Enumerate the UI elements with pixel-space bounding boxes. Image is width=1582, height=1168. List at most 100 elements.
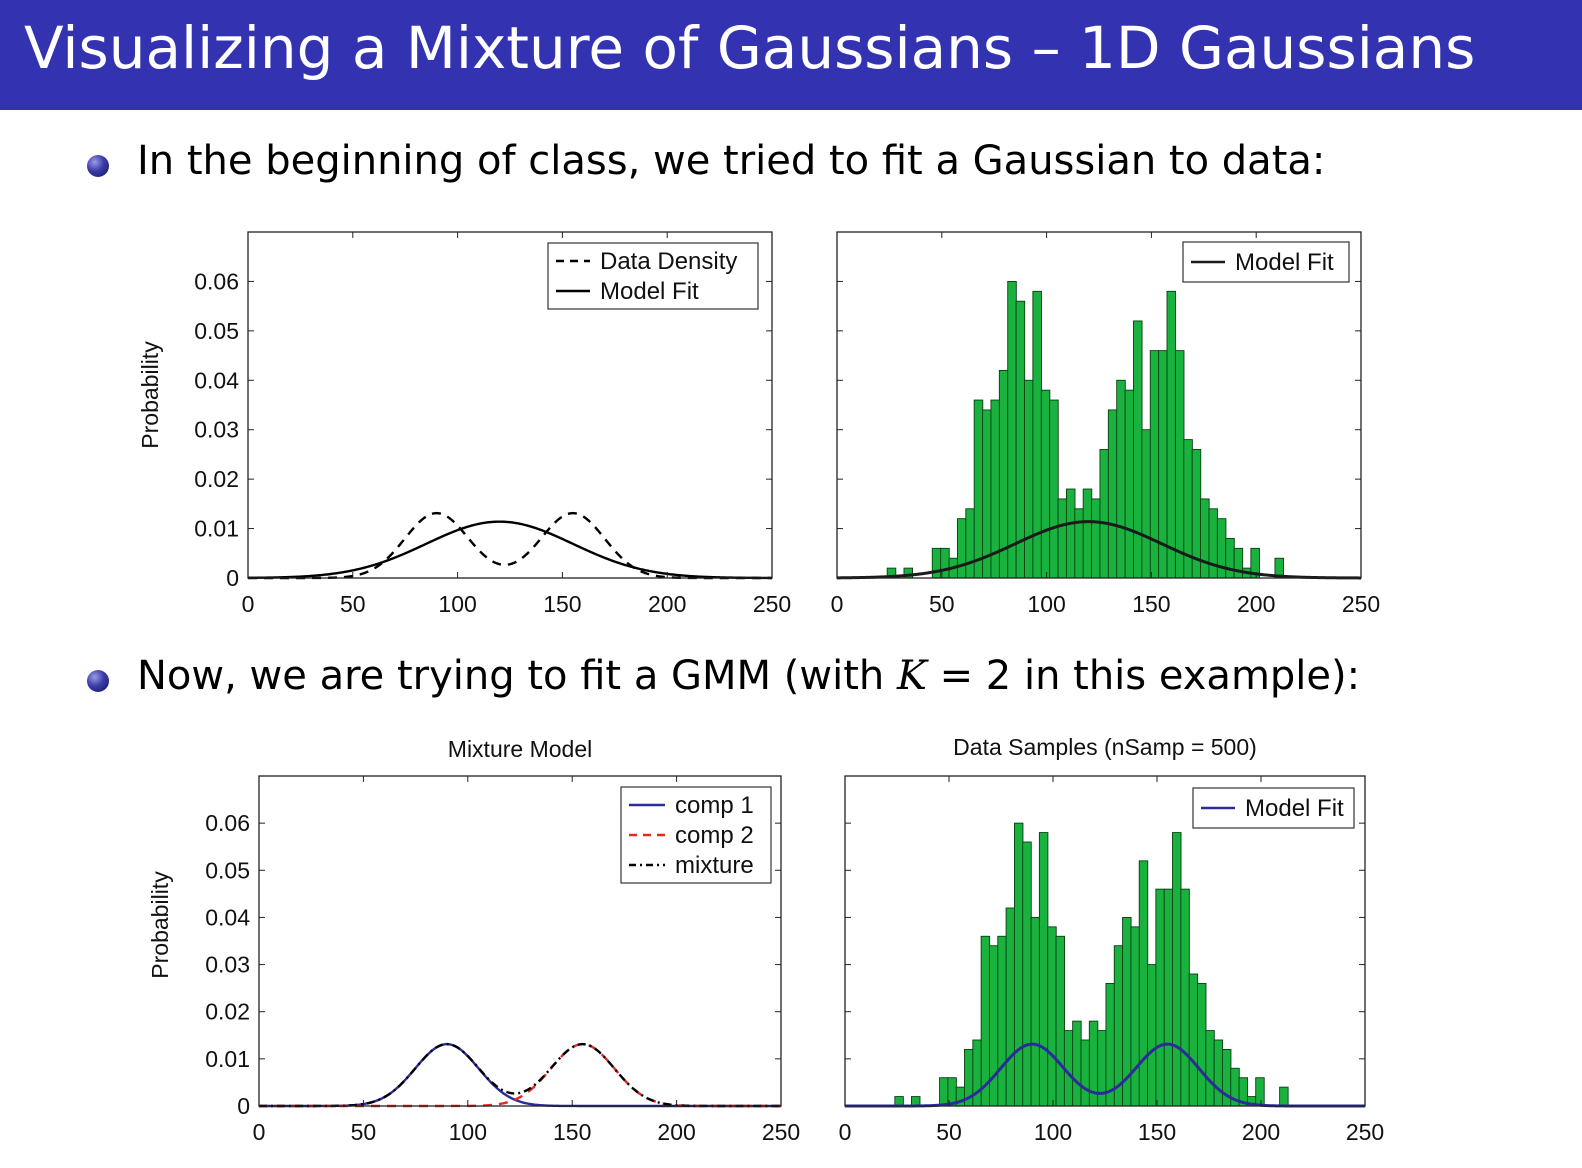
histogram-bar <box>1124 389 1135 579</box>
plot-frame <box>247 231 773 579</box>
histogram-bar <box>1141 429 1151 579</box>
legend-label: comp 2 <box>675 822 754 849</box>
chart-panel-2: 0 50 100 150 200 250 Model Fit <box>831 231 1380 617</box>
histogram-bar <box>1225 538 1235 579</box>
chart-panel-1: 0 50 100 150 200 250 0 0.01 0.02 0.03 0.04 0.05 0.06… <box>137 231 791 617</box>
histogram-bar <box>1155 888 1165 1107</box>
histogram-bar <box>1013 822 1024 1107</box>
chart-title: Data Samples (nSamp = 500) <box>953 734 1257 760</box>
histogram-bar <box>1166 290 1177 579</box>
histogram-bar <box>1074 508 1084 579</box>
plot-frame <box>836 231 1362 579</box>
legend-label: Model Fit <box>600 278 699 305</box>
bullet-icon <box>87 670 109 692</box>
histogram-bar <box>1055 935 1065 1107</box>
histogram-bar <box>1040 389 1051 579</box>
y-tick-label: 0.04 <box>205 904 250 930</box>
bullet-icon <box>87 155 109 177</box>
y-tick-label: 0.05 <box>205 857 250 883</box>
x-tick-label: 0 <box>253 1119 266 1145</box>
histogram-bar <box>1047 926 1057 1107</box>
histogram-bar <box>1149 350 1160 579</box>
histogram-bar <box>1015 300 1026 579</box>
histogram-bar <box>931 547 942 579</box>
y-tick-label: 0.04 <box>194 367 239 393</box>
x-tick-label: 0 <box>839 1119 852 1145</box>
x-tick-label: 50 <box>929 591 955 617</box>
legend-label: mixture <box>675 852 754 879</box>
histogram-bar <box>1147 964 1157 1107</box>
histogram-bar <box>973 399 984 579</box>
histogram-bar <box>1133 320 1143 579</box>
chart-panel-4: Data Samples (nSamp = 500) 0 50 100 150 200 25… <box>839 734 1385 1145</box>
legend-label: Data Density <box>600 248 737 275</box>
y-tick-label: 0.05 <box>194 318 239 344</box>
histogram-bar <box>1049 399 1059 579</box>
histogram-bar <box>1130 926 1140 1107</box>
chart-title: Mixture Model <box>448 736 592 762</box>
slide-title-bar: Visualizing a Mixture of Gaussians – 1D … <box>0 0 1582 110</box>
bullet-text-2-suffix: = 2 in this example): <box>926 653 1361 699</box>
legend-label: Model Fit <box>1235 249 1334 276</box>
x-tick-label: 50 <box>351 1119 377 1145</box>
x-tick-label: 150 <box>1138 1119 1176 1145</box>
x-tick-label: 50 <box>340 591 366 617</box>
y-tick-label: 0 <box>237 1093 250 1119</box>
histogram-bar <box>1099 449 1109 579</box>
y-tick-label: 0.06 <box>205 810 250 836</box>
y-axis-label: Probability <box>137 341 163 449</box>
histogram-bar <box>1138 860 1149 1107</box>
y-tick-label: 0.02 <box>194 466 239 492</box>
histogram-bar <box>1072 1020 1082 1107</box>
y-tick-label: 0.01 <box>205 1046 250 1072</box>
x-tick-label: 50 <box>936 1119 962 1145</box>
chart-panel-3: Mixture Model 0 50 100 150 200 250 0 0.01 0.02 0.0… <box>147 736 800 1145</box>
x-tick-label: 100 <box>1027 591 1065 617</box>
legend-box <box>547 242 759 310</box>
histogram-bar <box>1007 280 1017 579</box>
y-tick-label: 0.06 <box>194 268 239 294</box>
histogram-bar <box>1105 982 1115 1107</box>
histogram-bar <box>1057 498 1068 579</box>
x-tick-label: 100 <box>1034 1119 1072 1145</box>
y-tick-label: 0.03 <box>194 417 239 443</box>
x-tick-label: 250 <box>1346 1119 1384 1145</box>
histogram-bar <box>997 935 1007 1107</box>
histogram-bar <box>1188 973 1199 1107</box>
x-tick-label: 200 <box>1242 1119 1280 1145</box>
plot-frame <box>844 775 1366 1107</box>
x-tick-label: 200 <box>1237 591 1275 617</box>
bullet-text-2: Now, we are trying to fit a GMM (with K … <box>137 653 1360 699</box>
x-tick-label: 0 <box>831 591 844 617</box>
histogram-bar <box>1197 982 1207 1107</box>
x-tick-label: 200 <box>657 1119 695 1145</box>
bullet-text-2-prefix: Now, we are trying to fit a GMM (with <box>137 653 897 699</box>
legend-box <box>1182 241 1350 283</box>
histogram-bar <box>1024 379 1034 579</box>
histogram-bar <box>1005 907 1016 1107</box>
bullet-text-2-variable: K <box>896 653 927 699</box>
x-tick-label: 250 <box>753 591 791 617</box>
legend-label: Model Fit <box>1245 795 1344 822</box>
histogram-bar <box>1174 350 1185 579</box>
histogram-bar <box>956 518 967 579</box>
series-line-model-fit <box>247 520 773 580</box>
histogram-bar <box>965 508 975 579</box>
histogram-bar <box>1163 888 1174 1107</box>
x-tick-label: 200 <box>648 591 686 617</box>
bullet-text-1: In the beginning of class, we tried to f… <box>137 138 1326 184</box>
histogram-bar <box>1279 1086 1289 1107</box>
y-tick-label: 0.03 <box>205 952 250 978</box>
histogram-bar <box>939 1077 949 1107</box>
x-tick-label: 250 <box>1342 591 1380 617</box>
x-tick-label: 150 <box>553 1119 591 1145</box>
histogram-bar <box>982 409 992 579</box>
legend-label: comp 1 <box>675 792 754 819</box>
histogram-bar <box>1213 1039 1224 1107</box>
x-tick-label: 100 <box>438 591 476 617</box>
histogram-bar <box>1205 1030 1215 1107</box>
x-tick-label: 100 <box>449 1119 487 1145</box>
y-tick-label: 0 <box>226 565 239 591</box>
x-tick-label: 150 <box>543 591 581 617</box>
series-line-comp-2 <box>258 1042 782 1108</box>
